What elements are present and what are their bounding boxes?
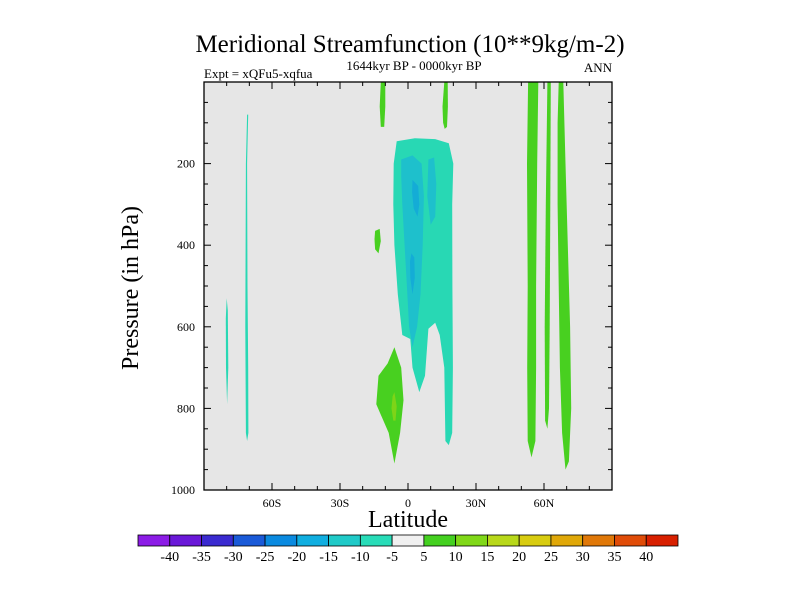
x-tick-label: 30N [466,496,487,510]
colorbar-swatch [614,534,647,547]
axis-ticks: 60S 30S 0 30N 60N 200 400 600 800 1000 [171,82,612,510]
colorbar-label: -20 [287,550,306,565]
y-tick-label: 400 [177,238,195,252]
colorbar-swatch [487,534,520,547]
subtitle-center: 1644kyr BP - 0000kyr BP [346,58,481,73]
x-tick-label: 30S [331,496,350,510]
colorbar-label: -25 [256,550,275,565]
colorbar-label: -40 [160,550,179,565]
colorbar-label: 10 [449,550,463,565]
y-tick-label: 1000 [171,483,195,497]
y-tick-label: 200 [177,157,195,171]
colorbar-label: -30 [224,550,243,565]
colorbar-label: -15 [319,550,338,565]
contour-region-1 [225,298,229,405]
y-axis-label: Pressure (in hPa) [118,206,144,370]
colorbar-label: 20 [512,550,526,565]
contour-region-0 [245,114,249,441]
colorbar-label: -10 [351,550,370,565]
contour-region-11 [442,82,448,129]
colorbar-swatch [296,534,329,547]
colorbar-swatch [518,534,552,547]
colorbar-swatch [582,534,615,547]
colorbar-swatch [455,534,488,547]
x-tick-label: 0 [405,496,411,510]
colorbar-swatch [169,534,202,547]
contour-regions [225,82,572,470]
colorbar-swatch [645,534,679,547]
contour-region-8 [374,228,381,254]
contour-region-4 [427,157,437,225]
subtitle-left: Expt = xQFu5-xqfua [204,66,313,81]
colorbar-swatch [391,534,425,547]
contour-region-7 [379,82,386,127]
colorbar-swatch [423,534,457,547]
y-tick-label: 600 [177,320,195,334]
colorbar-label: -35 [192,550,211,565]
colorbar-label: -5 [386,550,398,565]
contour-region-6 [410,253,415,295]
x-tick-label: 60N [534,496,555,510]
contour-region-13 [544,82,551,429]
colorbar-label: 35 [607,550,621,565]
colorbar-swatch [137,534,171,547]
contour-region-5 [412,179,420,217]
colorbar-label: 30 [576,550,590,565]
colorbar-swatch [201,534,234,547]
plot-area: 60S 30S 0 30N 60N 200 400 600 800 1000 [171,81,613,510]
colorbar-label: 40 [639,550,653,565]
colorbar-swatch [359,534,393,547]
colorbar-swatch [550,534,584,547]
contour-region-12 [527,82,539,458]
x-axis-label: Latitude [368,507,448,533]
colorbar-swatch [232,534,266,547]
colorbar-label: 15 [480,550,494,565]
y-tick-label: 800 [177,401,195,415]
colorbar-label: 25 [544,550,558,565]
colorbar-label: 5 [420,550,427,565]
colorbar-swatch [328,534,361,547]
contour-region-9 [376,347,404,464]
colorbar: -40 -35 -30 -25 -20 -15 -10 -5 5 10 15 20 25 30 35 40 [137,534,679,565]
contour-region-10 [391,392,397,421]
contour-region-14 [557,82,572,470]
subtitle-right: ANN [584,60,613,75]
chart-title: Meridional Streamfunction (10**9kg/m-2) [195,31,624,58]
colorbar-swatch [264,534,298,547]
x-tick-label: 60S [263,496,282,510]
